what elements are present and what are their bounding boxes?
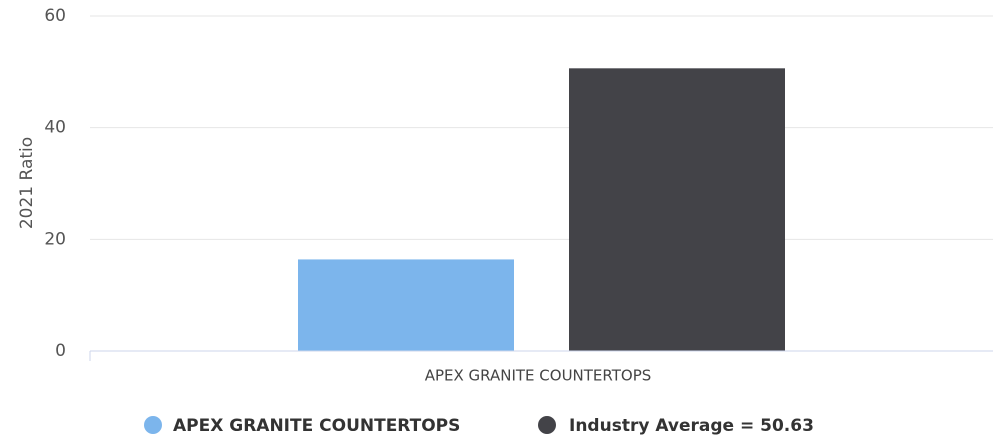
x-category-label: APEX GRANITE COUNTERTOPS [425,367,652,385]
bar-company[interactable] [298,259,514,351]
legend-item-company[interactable]: APEX GRANITE COUNTERTOPS [144,416,460,436]
y-tick-label: 20 [44,229,66,249]
legend-label: Industry Average = 50.63 [569,416,814,436]
y-axis-title: 2021 Ratio [17,137,37,229]
gridlines [90,15,993,240]
bar-industry-average[interactable] [569,68,785,352]
legend: APEX GRANITE COUNTERTOPS Industry Average… [144,416,814,436]
legend-marker [538,416,556,434]
legend-label: APEX GRANITE COUNTERTOPS [173,416,460,436]
y-tick-labels: 0 20 40 60 [44,6,66,361]
y-tick-label: 0 [55,341,66,361]
legend-item-industry-average[interactable]: Industry Average = 50.63 [538,416,814,436]
legend-marker [144,416,162,434]
y-tick-label: 40 [44,118,66,138]
y-tick-label: 60 [44,6,66,26]
bars [298,68,785,352]
